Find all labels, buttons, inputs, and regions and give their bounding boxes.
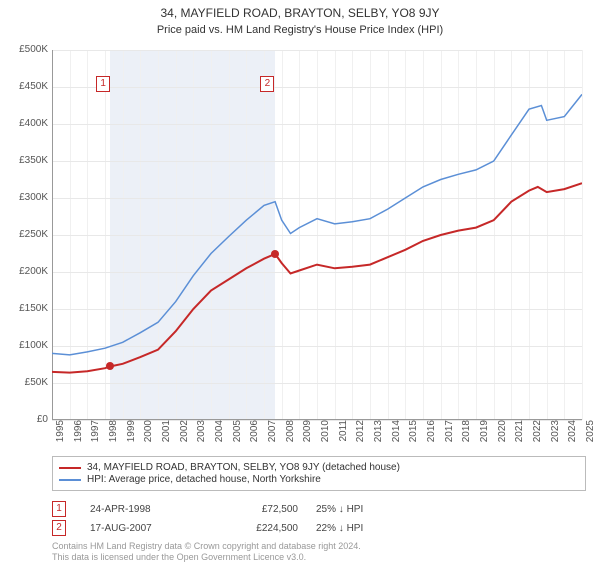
- y-tick-label: £300K: [0, 192, 48, 203]
- events-table: 1 24-APR-1998 £72,500 25% ↓ HPI 2 17-AUG…: [52, 498, 406, 539]
- gridline-v: [582, 50, 583, 420]
- y-tick-label: £450K: [0, 81, 48, 92]
- event-marker: 1: [52, 501, 66, 517]
- y-tick-label: £500K: [0, 44, 48, 55]
- series-line: [52, 94, 582, 355]
- chart-marker-box: 1: [96, 76, 110, 92]
- chart-subtitle: Price paid vs. HM Land Registry's House …: [0, 24, 600, 36]
- x-tick-label: 2008: [285, 420, 296, 456]
- y-tick-label: £250K: [0, 229, 48, 240]
- x-tick-label: 2016: [426, 420, 437, 456]
- x-tick-label: 2001: [161, 420, 172, 456]
- x-tick-label: 2004: [214, 420, 225, 456]
- x-tick-label: 2007: [267, 420, 278, 456]
- y-tick-label: £400K: [0, 118, 48, 129]
- event-delta: 25% ↓ HPI: [316, 504, 406, 515]
- event-row: 2 17-AUG-2007 £224,500 22% ↓ HPI: [52, 520, 406, 536]
- footnote-line: This data is licensed under the Open Gov…: [52, 552, 361, 563]
- x-tick-label: 2013: [373, 420, 384, 456]
- x-tick-label: 2015: [408, 420, 419, 456]
- event-date: 17-AUG-2007: [90, 523, 210, 534]
- x-tick-label: 2018: [461, 420, 472, 456]
- x-tick-label: 1996: [73, 420, 84, 456]
- y-tick-label: £350K: [0, 155, 48, 166]
- y-tick-label: £50K: [0, 377, 48, 388]
- chart-marker-box: 2: [260, 76, 274, 92]
- legend-item: HPI: Average price, detached house, Nort…: [59, 474, 579, 485]
- chart-plot-area: 12: [52, 50, 582, 420]
- legend-item: 34, MAYFIELD ROAD, BRAYTON, SELBY, YO8 9…: [59, 462, 579, 473]
- x-tick-label: 2011: [338, 420, 349, 456]
- chart-container: 34, MAYFIELD ROAD, BRAYTON, SELBY, YO8 9…: [0, 6, 600, 566]
- x-tick-label: 2014: [391, 420, 402, 456]
- y-tick-label: £150K: [0, 303, 48, 314]
- x-tick-label: 2002: [179, 420, 190, 456]
- legend-label: HPI: Average price, detached house, Nort…: [87, 474, 321, 485]
- y-tick-label: £0: [0, 414, 48, 425]
- y-tick-label: £200K: [0, 266, 48, 277]
- x-tick-label: 2023: [550, 420, 561, 456]
- chart-title: 34, MAYFIELD ROAD, BRAYTON, SELBY, YO8 9…: [0, 6, 600, 20]
- x-tick-label: 2017: [444, 420, 455, 456]
- x-tick-label: 1998: [108, 420, 119, 456]
- x-tick-label: 1995: [55, 420, 66, 456]
- x-tick-label: 2005: [232, 420, 243, 456]
- x-tick-label: 2009: [302, 420, 313, 456]
- x-tick-label: 1997: [90, 420, 101, 456]
- legend-swatch: [59, 467, 81, 469]
- event-date: 24-APR-1998: [90, 504, 210, 515]
- series-line: [52, 183, 582, 372]
- event-marker: 2: [52, 520, 66, 536]
- x-tick-label: 2025: [585, 420, 596, 456]
- x-tick-label: 2021: [514, 420, 525, 456]
- legend: 34, MAYFIELD ROAD, BRAYTON, SELBY, YO8 9…: [52, 456, 586, 491]
- x-tick-label: 2019: [479, 420, 490, 456]
- x-tick-label: 1999: [126, 420, 137, 456]
- x-tick-label: 2010: [320, 420, 331, 456]
- event-price: £72,500: [228, 504, 298, 515]
- x-tick-label: 2003: [196, 420, 207, 456]
- legend-swatch: [59, 479, 81, 481]
- y-tick-label: £100K: [0, 340, 48, 351]
- event-row: 1 24-APR-1998 £72,500 25% ↓ HPI: [52, 501, 406, 517]
- plot-svg: [52, 50, 582, 420]
- x-tick-label: 2020: [497, 420, 508, 456]
- footnote: Contains HM Land Registry data © Crown c…: [52, 541, 361, 563]
- x-tick-label: 2000: [143, 420, 154, 456]
- event-delta: 22% ↓ HPI: [316, 523, 406, 534]
- x-tick-label: 2006: [249, 420, 260, 456]
- footnote-line: Contains HM Land Registry data © Crown c…: [52, 541, 361, 552]
- x-tick-label: 2024: [567, 420, 578, 456]
- x-tick-label: 2012: [355, 420, 366, 456]
- x-tick-label: 2022: [532, 420, 543, 456]
- chart-marker-dot: [271, 250, 279, 258]
- event-price: £224,500: [228, 523, 298, 534]
- legend-label: 34, MAYFIELD ROAD, BRAYTON, SELBY, YO8 9…: [87, 462, 400, 473]
